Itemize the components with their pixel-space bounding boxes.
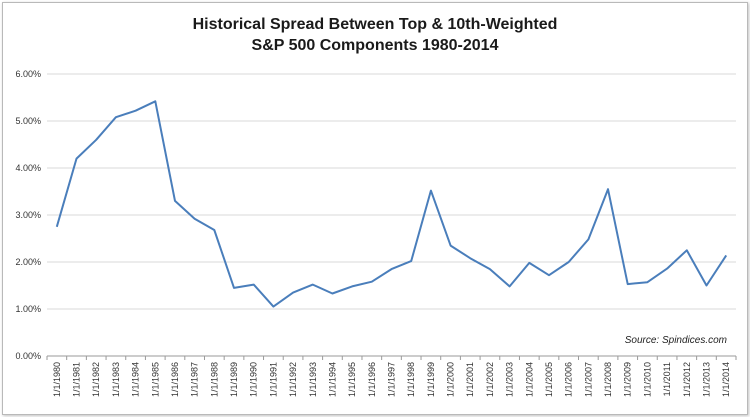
x-tick-label: 1/1/1985 — [150, 362, 160, 397]
gridlines — [47, 73, 736, 310]
x-tick-label: 1/1/2006 — [564, 362, 574, 397]
x-tick-label: 1/1/1980 — [52, 362, 62, 397]
chart-title-line1: Historical Spread Between Top & 10th-Wei… — [192, 16, 558, 33]
x-tick-label: 1/1/1984 — [131, 362, 141, 397]
x-tick-label: 1/1/1989 — [229, 362, 239, 397]
series-spread — [55, 100, 728, 308]
y-axis-ticks: 0.00% 1.00% 2.00% 3.00% 4.00% 5.00% 6.00% — [15, 69, 41, 361]
x-tick-label: 1/1/1987 — [190, 362, 200, 397]
y-tick-label: 6.00% — [15, 69, 41, 79]
x-tick-label: 1/1/2013 — [701, 362, 711, 397]
x-tick-label: 1/1/2002 — [485, 362, 495, 397]
x-tick-label: 1/1/2008 — [603, 362, 613, 397]
y-tick-label: 3.00% — [15, 210, 41, 220]
series-line — [55, 100, 728, 308]
x-tick-label: 1/1/2000 — [446, 362, 456, 397]
x-tick-label: 1/1/1998 — [406, 362, 416, 397]
x-tick-label: 1/1/1993 — [308, 362, 318, 397]
x-tick-label: 1/1/1992 — [288, 362, 298, 397]
x-tick-label: 1/1/1982 — [91, 362, 101, 397]
x-tick-label: 1/1/2010 — [642, 362, 652, 397]
y-tick-label: 2.00% — [15, 257, 41, 267]
x-tick-label: 1/1/1988 — [209, 362, 219, 397]
x-tick-label: 1/1/2005 — [544, 362, 554, 397]
source-note: Source: Spindices.com — [625, 335, 727, 346]
y-tick-label: 1.00% — [15, 304, 41, 314]
x-tick-label: 1/1/1991 — [268, 362, 278, 397]
x-tick-label: 1/1/2011 — [662, 362, 672, 396]
x-tick-label: 1/1/1986 — [170, 362, 180, 397]
y-tick-label: 0.00% — [15, 351, 41, 361]
x-tick-label: 1/1/1990 — [249, 362, 259, 397]
x-axis-ticks: 1/1/1980 1/1/1981 1/1/1982 1/1/1983 1/1/1984… — [46, 356, 737, 397]
x-tick-label: 1/1/2001 — [465, 362, 475, 397]
x-tick-label: 1/1/1995 — [347, 362, 357, 397]
y-tick-label: 5.00% — [15, 116, 41, 126]
x-tick-label: 1/1/1999 — [426, 362, 436, 397]
chart-title-line2: S&P 500 Components 1980-2014 — [251, 37, 499, 54]
x-tick-label: 1/1/2003 — [505, 362, 515, 397]
x-tick-label: 1/1/2012 — [682, 362, 692, 397]
x-tick-label: 1/1/2009 — [623, 362, 633, 397]
x-tick-label: 1/1/2007 — [583, 362, 593, 397]
x-tick-label: 1/1/1996 — [367, 362, 377, 397]
x-tick-label: 1/1/2004 — [524, 362, 534, 397]
x-tick-label: 1/1/1994 — [327, 362, 337, 397]
x-tick-label: 1/1/1983 — [111, 362, 121, 397]
y-tick-label: 4.00% — [15, 163, 41, 173]
x-tick-label: 1/1/1981 — [72, 362, 82, 397]
x-tick-label: 1/1/1997 — [387, 362, 397, 397]
x-tick-label: 1/1/2014 — [721, 362, 731, 397]
